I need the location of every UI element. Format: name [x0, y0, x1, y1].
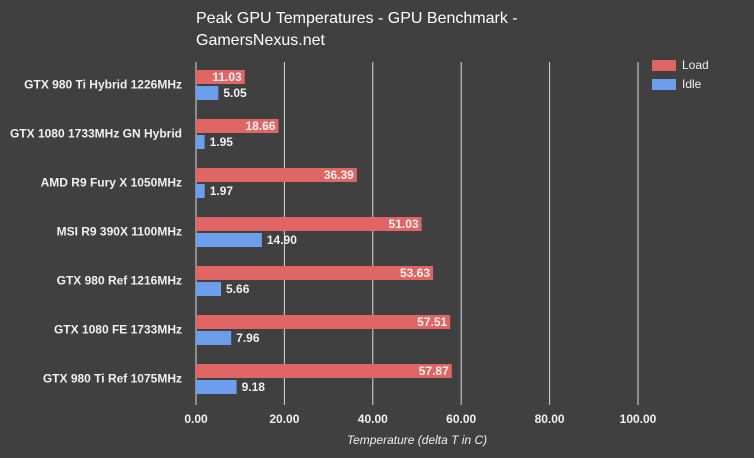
bar — [196, 217, 422, 231]
data-label: 14.90 — [267, 233, 297, 247]
bar — [196, 266, 434, 280]
data-label: 9.18 — [242, 380, 266, 394]
y-tick-label: GTX 980 Ti Ref 1075MHz — [43, 372, 182, 386]
y-tick-label: GTX 980 Ti Hybrid 1226MHz — [24, 78, 182, 92]
bar — [196, 184, 205, 198]
data-label: 51.03 — [389, 217, 419, 231]
x-tick-label: 40.00 — [358, 412, 388, 426]
x-tick-label: 20.00 — [269, 412, 299, 426]
bar — [196, 380, 237, 394]
legend-label: Load — [682, 58, 709, 72]
chart-title: Peak GPU Temperatures - GPU Benchmark - … — [196, 10, 518, 49]
y-tick-label: AMD R9 Fury X 1050MHz — [41, 176, 182, 190]
x-tick-label: 0.00 — [184, 412, 208, 426]
legend-label: Idle — [682, 77, 702, 91]
y-tick-label: GTX 980 Ref 1216MHz — [57, 274, 182, 288]
data-label: 57.87 — [419, 364, 449, 378]
bar — [196, 86, 219, 100]
x-axis-title: Temperature (delta T in C) — [347, 433, 487, 447]
y-tick-label: GTX 1080 1733MHz GN Hybrid — [10, 127, 182, 141]
bar — [196, 315, 451, 329]
bar — [196, 331, 232, 345]
bar — [196, 70, 245, 84]
legend-swatch — [652, 60, 676, 71]
data-label: 11.03 — [212, 70, 242, 84]
data-label: 5.05 — [223, 86, 247, 100]
bar — [196, 364, 452, 378]
data-label: 5.66 — [226, 282, 250, 296]
y-tick-label: MSI R9 390X 1100MHz — [57, 225, 182, 239]
data-label: 57.51 — [417, 315, 447, 329]
x-tick-label: 80.00 — [535, 412, 565, 426]
x-tick-label: 60.00 — [446, 412, 476, 426]
data-label: 1.97 — [210, 184, 234, 198]
bar — [196, 135, 205, 149]
data-label: 7.96 — [236, 331, 260, 345]
bar — [196, 233, 262, 247]
bar — [196, 282, 222, 296]
bar — [196, 168, 357, 182]
bar — [196, 119, 279, 133]
data-label: 36.39 — [324, 168, 354, 182]
data-label: 53.63 — [400, 266, 430, 280]
x-tick-label: 100.00 — [620, 412, 657, 426]
data-label: 1.95 — [210, 135, 234, 149]
legend-swatch — [652, 79, 676, 90]
data-label: 18.66 — [245, 119, 275, 133]
y-tick-label: GTX 1080 FE 1733MHz — [54, 323, 182, 337]
